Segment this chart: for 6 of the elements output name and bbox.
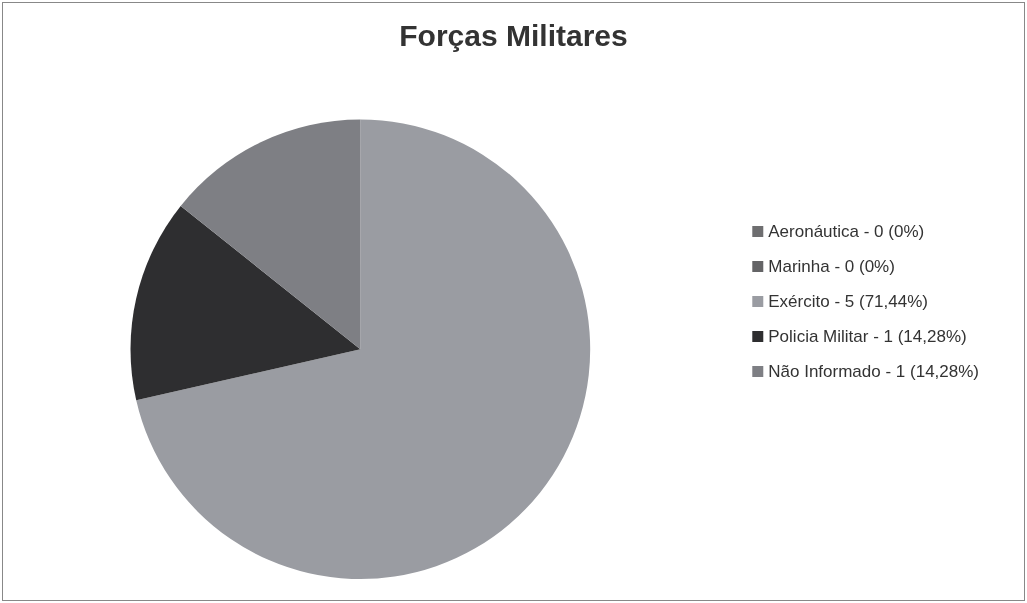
legend-label: Não Informado - 1 (14,28%) [768, 362, 979, 381]
legend-label: Aeronáutica - 0 (0%) [768, 222, 925, 241]
chart-title: Forças Militares [399, 18, 628, 52]
legend-label: Marinha - 0 (0%) [768, 257, 895, 276]
legend-label: Policia Militar - 1 (14,28%) [768, 327, 967, 346]
legend-label: Exército - 5 (71,44%) [768, 292, 928, 311]
